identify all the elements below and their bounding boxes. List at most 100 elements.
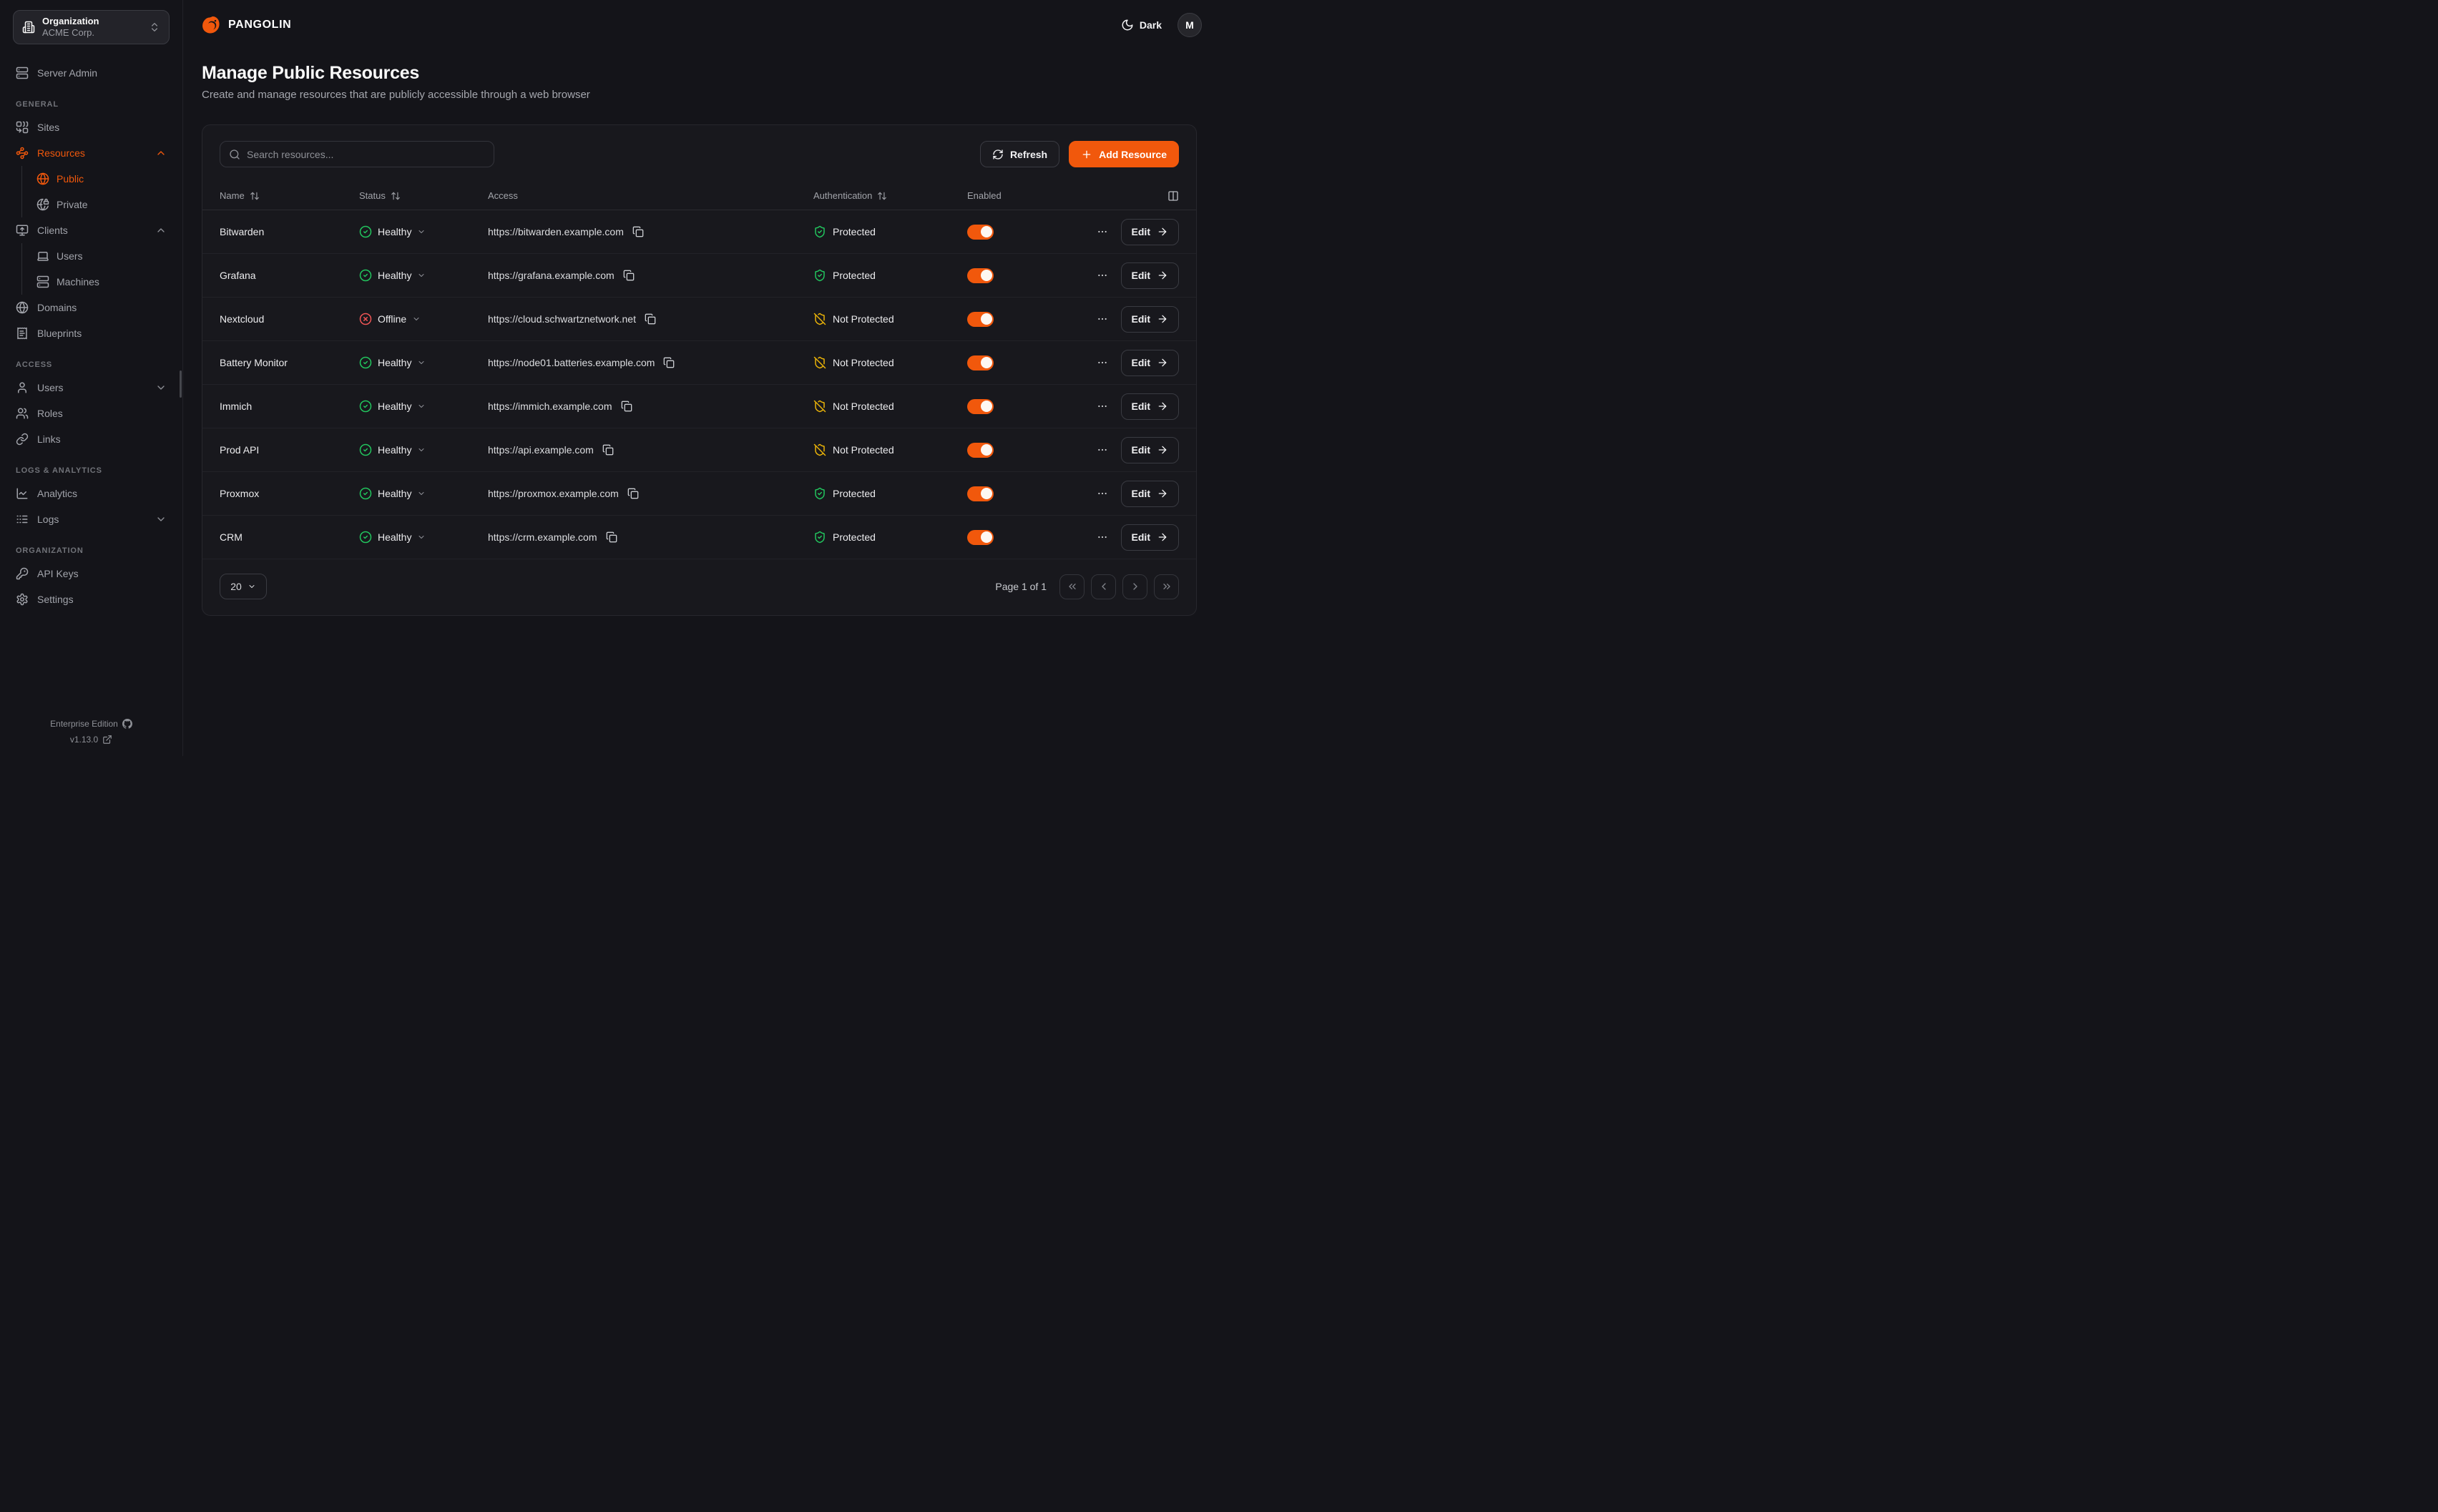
row-menu-button[interactable] [1094,485,1111,502]
status-dropdown[interactable]: Healthy [359,487,426,500]
edit-button[interactable]: Edit [1120,305,1179,333]
sidebar-item-settings[interactable]: Settings [9,586,174,612]
enabled-toggle[interactable] [967,486,994,501]
sidebar-item-clients[interactable]: Clients [9,217,174,243]
refresh-button[interactable]: Refresh [979,141,1060,167]
row-menu-button[interactable] [1094,267,1111,284]
shield-check-icon [815,487,825,500]
sidebar-item-server-admin[interactable]: Server Admin [9,60,174,86]
avatar[interactable]: M [1178,13,1202,37]
status-dropdown[interactable]: Healthy [359,531,426,544]
sidebar-item-label: Sites [37,122,60,133]
first-page-button[interactable] [1059,574,1085,599]
link-icon [16,433,29,446]
next-page-button[interactable] [1122,574,1147,599]
sidebar-item-domains[interactable]: Domains [9,295,174,320]
sidebar-item-users[interactable]: Users [9,375,174,401]
sidebar-item-sites[interactable]: Sites [9,114,174,140]
resource-name: CRM [220,531,243,543]
copy-button[interactable] [606,531,617,543]
edit-button[interactable]: Edit [1120,436,1179,463]
copy-button[interactable] [645,313,656,325]
sidebar-item-private[interactable]: Private [29,192,174,217]
copy-button[interactable] [663,357,675,368]
table-row: Immich Healthy https://immich.example.co… [202,385,1196,428]
edit-button[interactable]: Edit [1120,393,1179,420]
sidebar-item-resources[interactable]: Resources [9,140,174,166]
enabled-toggle[interactable] [967,529,994,545]
auth-status: Not Protected [833,401,894,412]
sidebar-item-roles[interactable]: Roles [9,401,174,426]
enabled-toggle[interactable] [967,355,994,370]
brand-name: PANGOLIN [228,19,292,31]
add-resource-button[interactable]: Add Resource [1069,141,1179,167]
copy-icon [632,226,644,237]
page-size-select[interactable]: 20 [220,574,267,599]
search-box[interactable] [220,141,494,167]
theme-toggle[interactable]: Dark [1121,19,1162,31]
sort-icon[interactable] [877,191,887,201]
row-menu-button[interactable] [1094,529,1111,546]
sidebar-item-blueprints[interactable]: Blueprints [9,320,174,346]
row-menu-button[interactable] [1094,441,1111,458]
copy-button[interactable] [602,444,614,456]
circle-check-icon [359,531,372,544]
status-dropdown[interactable]: Healthy [359,225,426,238]
copy-icon [602,444,614,456]
enabled-toggle[interactable] [967,311,994,327]
status-dropdown[interactable]: Healthy [359,400,426,413]
sidebar-item-analytics[interactable]: Analytics [9,481,174,506]
theme-label: Dark [1139,19,1162,31]
user-icon [18,382,26,393]
edit-button[interactable]: Edit [1120,480,1179,507]
enabled-toggle[interactable] [967,442,994,458]
github-icon[interactable] [122,719,132,729]
ellipsis-icon [1097,492,1107,495]
enabled-toggle[interactable] [967,398,994,414]
sidebar-item-client-users[interactable]: Users [29,243,174,269]
copy-button[interactable] [632,226,644,237]
copy-button[interactable] [627,488,639,499]
prev-page-button[interactable] [1091,574,1116,599]
status-dropdown[interactable]: Healthy [359,443,426,456]
sidebar-section-logs: LOGS & ANALYTICS [16,466,102,475]
status-dropdown[interactable]: Healthy [359,356,426,369]
copy-icon [606,531,617,543]
org-selector[interactable]: Organization ACME Corp. [13,10,170,44]
server-icon [36,275,49,288]
status-dropdown[interactable]: Offline [359,313,421,325]
search-input[interactable] [247,148,485,160]
sidebar-item-public[interactable]: Public [29,166,174,192]
last-page-button[interactable] [1154,574,1179,599]
sidebar-item-links[interactable]: Links [9,426,174,452]
copy-button[interactable] [623,270,635,281]
row-menu-button[interactable] [1094,310,1111,328]
sidebar-item-api-keys[interactable]: API Keys [9,561,174,586]
edit-button[interactable]: Edit [1120,218,1179,245]
enabled-toggle[interactable] [967,224,994,240]
enabled-toggle[interactable] [967,267,994,283]
table-row: Prod API Healthy https://api.example.com… [202,428,1196,472]
arrow-right-icon [1158,271,1167,280]
edit-button[interactable]: Edit [1120,524,1179,551]
clients-submenu: Users Machines [21,243,174,295]
sidebar-item-machines[interactable]: Machines [29,269,174,295]
chevron-up-icon [157,228,165,232]
arrow-right-icon [1158,446,1167,454]
edit-button[interactable]: Edit [1120,349,1179,376]
external-link-icon[interactable] [102,735,112,745]
status-dropdown[interactable]: Healthy [359,269,426,282]
sort-icon[interactable] [391,191,401,201]
sidebar-item-logs[interactable]: Logs [9,506,174,532]
laptop-icon [37,252,49,261]
row-menu-button[interactable] [1094,398,1111,415]
columns-icon[interactable] [1167,190,1179,202]
chevron-down-icon [418,274,424,277]
copy-button[interactable] [621,401,632,412]
edit-button[interactable]: Edit [1120,262,1179,289]
sidebar-scrollbar[interactable] [180,370,182,398]
row-menu-button[interactable] [1094,223,1111,240]
row-menu-button[interactable] [1094,354,1111,371]
sort-icon[interactable] [250,191,260,201]
sidebar-item-label: Settings [37,594,74,605]
